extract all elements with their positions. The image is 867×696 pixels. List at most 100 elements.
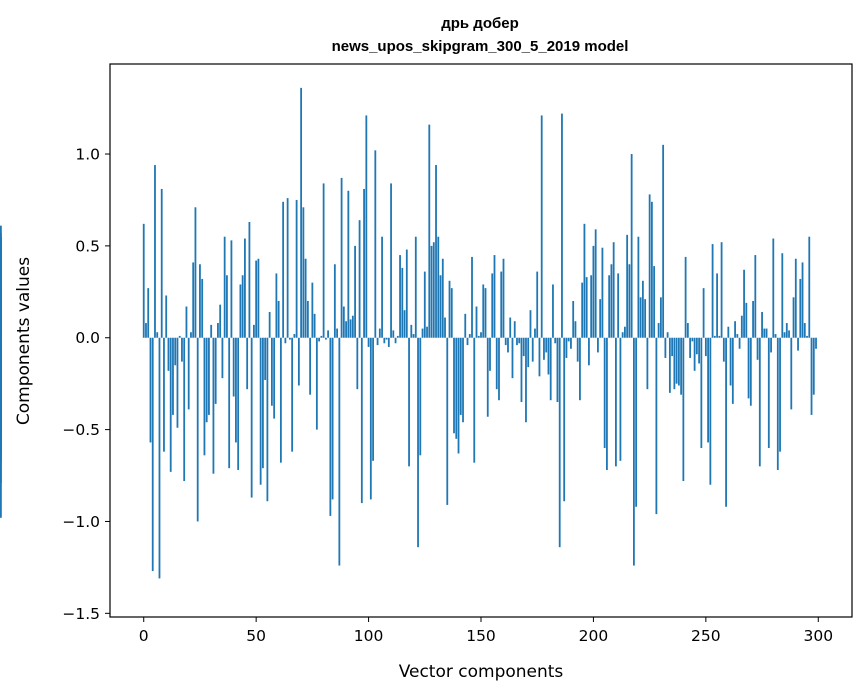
bar <box>304 258 307 338</box>
bar <box>313 313 316 338</box>
bar <box>527 337 530 368</box>
x-tick-label: 0 <box>139 627 149 645</box>
bar <box>412 334 415 338</box>
bar <box>740 315 743 338</box>
bar <box>154 165 156 338</box>
bar <box>151 337 154 572</box>
bar <box>439 275 442 338</box>
bar <box>376 337 379 346</box>
y-tick-label: −0.5 <box>62 421 100 439</box>
bar <box>306 301 309 338</box>
bar <box>489 337 491 371</box>
bar <box>279 337 282 463</box>
bar <box>603 337 606 448</box>
bar <box>630 154 633 338</box>
bar <box>495 337 498 390</box>
bar <box>601 247 604 338</box>
bar <box>612 242 615 338</box>
bar <box>329 337 332 516</box>
bar <box>606 337 608 471</box>
bar <box>147 288 150 338</box>
bar <box>698 337 700 364</box>
bar <box>794 258 797 338</box>
bar <box>486 337 489 417</box>
bar <box>421 328 424 338</box>
bar <box>725 337 727 507</box>
bar <box>383 337 386 344</box>
bar <box>662 144 665 338</box>
x-tick-label: 200 <box>579 627 609 645</box>
bar <box>205 337 208 423</box>
bar <box>682 337 685 482</box>
bar <box>720 242 723 338</box>
bar <box>217 323 219 338</box>
bar <box>713 335 716 338</box>
bar <box>680 337 683 395</box>
bar <box>165 295 168 338</box>
bar <box>394 337 397 344</box>
bar <box>214 337 217 404</box>
bar <box>255 260 258 338</box>
bar <box>702 288 705 338</box>
bar <box>405 249 408 338</box>
bar <box>549 337 552 401</box>
bar <box>333 264 336 338</box>
bar <box>302 207 305 338</box>
bar <box>185 306 188 338</box>
bar <box>178 335 181 338</box>
bar <box>149 337 152 443</box>
bar <box>637 236 640 338</box>
bar <box>641 280 644 338</box>
bar <box>543 337 545 360</box>
bar <box>808 236 811 338</box>
bar <box>351 315 354 338</box>
x-tick-label: 100 <box>354 627 384 645</box>
bar <box>381 236 383 338</box>
bar <box>534 328 536 338</box>
bar <box>257 258 260 338</box>
bar <box>448 280 451 338</box>
bar <box>399 255 401 338</box>
bar <box>331 337 334 500</box>
bar <box>322 183 325 338</box>
bar <box>291 337 294 452</box>
bar <box>567 337 570 342</box>
bar <box>226 275 228 338</box>
bar <box>450 288 453 338</box>
bar <box>369 337 372 500</box>
bar <box>417 337 419 548</box>
bar <box>525 337 527 423</box>
bar <box>212 337 215 474</box>
bar <box>176 337 179 428</box>
bar <box>576 337 579 362</box>
bar <box>619 337 622 461</box>
bar <box>783 332 786 338</box>
bar <box>277 301 280 338</box>
bar <box>435 165 437 338</box>
bar <box>522 337 525 357</box>
bar <box>286 198 289 338</box>
bar <box>230 240 233 338</box>
x-tick-label: 150 <box>466 627 496 645</box>
bar <box>192 262 195 338</box>
bar <box>324 337 327 340</box>
bar <box>722 337 725 362</box>
bar <box>426 326 428 338</box>
bar <box>511 337 514 379</box>
bar <box>594 229 597 338</box>
bar <box>360 337 363 504</box>
bar <box>477 335 480 338</box>
bar <box>635 337 638 507</box>
bar <box>468 334 471 338</box>
bar <box>482 284 485 338</box>
bar <box>785 323 788 338</box>
bar <box>648 194 651 338</box>
bar <box>754 255 757 338</box>
bar <box>347 190 350 338</box>
bar <box>653 266 656 338</box>
bar <box>349 319 352 338</box>
bar <box>295 199 298 338</box>
bar <box>210 324 213 338</box>
bar <box>203 337 206 456</box>
x-axis-label: Vector components <box>399 662 564 682</box>
